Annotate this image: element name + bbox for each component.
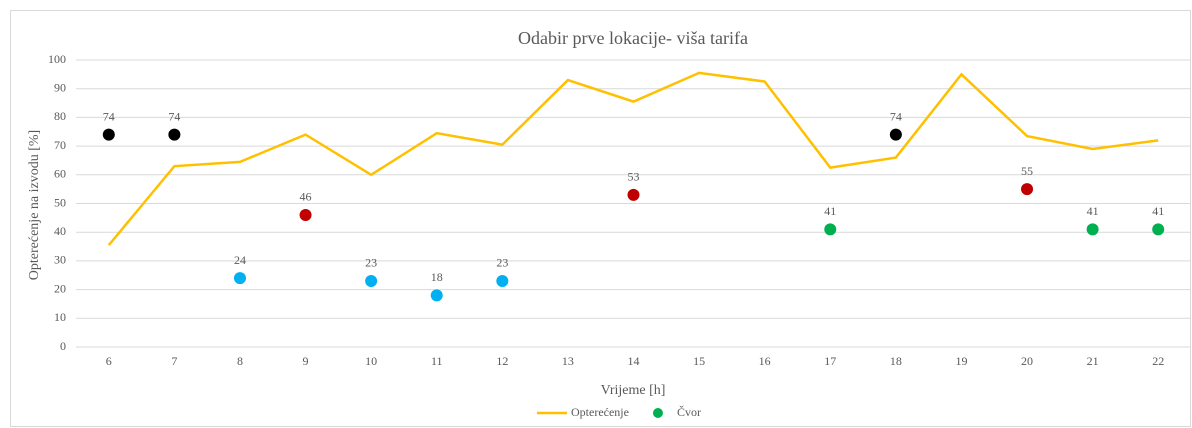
point bbox=[824, 223, 837, 236]
x-tick-label: 12 bbox=[496, 354, 508, 368]
y-tick-label: 70 bbox=[54, 138, 66, 152]
point bbox=[168, 128, 181, 141]
point bbox=[299, 208, 312, 221]
y-tick-label: 40 bbox=[54, 224, 66, 238]
point bbox=[1021, 183, 1034, 196]
x-tick-label: 9 bbox=[303, 354, 309, 368]
data-label: 74 bbox=[890, 109, 902, 123]
data-label: 74 bbox=[103, 109, 115, 123]
x-tick-label: 10 bbox=[365, 354, 377, 368]
data-label: 23 bbox=[496, 256, 508, 270]
x-tick-label: 13 bbox=[562, 354, 574, 368]
point bbox=[1086, 223, 1099, 236]
x-tick-label: 22 bbox=[1152, 354, 1164, 368]
x-tick-label: 19 bbox=[955, 354, 967, 368]
x-axis-label: Vrijeme [h] bbox=[601, 383, 666, 398]
x-tick-label: 16 bbox=[759, 354, 771, 368]
y-tick-label: 80 bbox=[54, 109, 66, 123]
data-label: 23 bbox=[365, 256, 377, 270]
x-tick-label: 15 bbox=[693, 354, 705, 368]
x-tick-label: 21 bbox=[1087, 354, 1099, 368]
x-tick-label: 7 bbox=[171, 354, 177, 368]
point bbox=[430, 289, 443, 302]
y-tick-label: 30 bbox=[54, 253, 66, 267]
y-tick-label: 60 bbox=[54, 167, 66, 181]
x-tick-label: 8 bbox=[237, 354, 243, 368]
point bbox=[889, 128, 902, 141]
point bbox=[233, 272, 246, 285]
y-tick-label: 50 bbox=[54, 195, 66, 209]
point bbox=[102, 128, 115, 141]
x-tick-label: 6 bbox=[106, 354, 112, 368]
x-tick-label: 11 bbox=[431, 354, 443, 368]
point bbox=[496, 274, 509, 287]
legend-label: Opterećenje bbox=[571, 405, 629, 419]
y-tick-label: 100 bbox=[48, 52, 66, 66]
y-axis-label: Opterećenje na izvodu [%] bbox=[27, 130, 42, 280]
data-label: 18 bbox=[431, 270, 443, 284]
data-label: 53 bbox=[628, 170, 640, 184]
x-tick-label: 17 bbox=[824, 354, 836, 368]
chart-border bbox=[10, 10, 1191, 427]
chart-title: Odabir prve lokacije- viša tarifa bbox=[518, 28, 748, 48]
y-tick-label: 0 bbox=[60, 339, 66, 353]
x-tick-label: 20 bbox=[1021, 354, 1033, 368]
data-label: 55 bbox=[1021, 164, 1033, 178]
point bbox=[1152, 223, 1165, 236]
data-label: 74 bbox=[168, 109, 180, 123]
data-label: 41 bbox=[1087, 204, 1099, 218]
data-label: 41 bbox=[1152, 204, 1164, 218]
legend-swatch bbox=[652, 408, 663, 418]
x-tick-label: 14 bbox=[628, 354, 640, 368]
point bbox=[365, 274, 378, 287]
line-series bbox=[107, 71, 1159, 246]
data-label: 41 bbox=[824, 204, 836, 218]
y-tick-label: 10 bbox=[54, 310, 66, 324]
data-label: 24 bbox=[234, 253, 246, 267]
legend-label: Čvor bbox=[677, 405, 701, 419]
x-tick-label: 18 bbox=[890, 354, 902, 368]
y-tick-label: 20 bbox=[54, 281, 66, 295]
point bbox=[627, 188, 640, 201]
data-label: 46 bbox=[300, 190, 312, 204]
y-tick-label: 90 bbox=[54, 80, 66, 94]
